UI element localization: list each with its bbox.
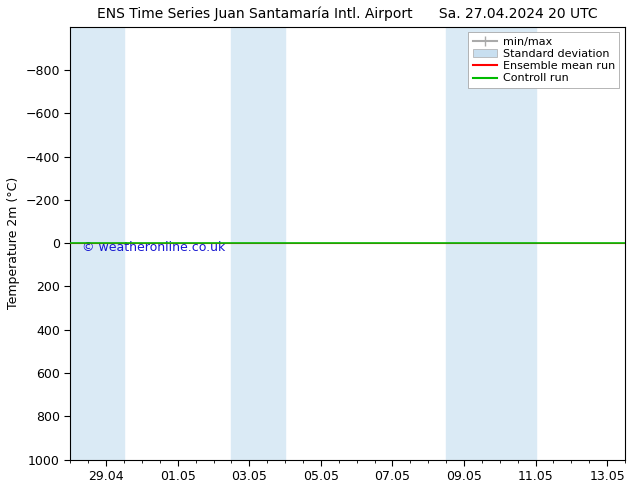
Text: © weatheronline.co.uk: © weatheronline.co.uk xyxy=(82,241,225,254)
Bar xyxy=(446,27,536,460)
Y-axis label: Temperature 2m (°C): Temperature 2m (°C) xyxy=(7,177,20,309)
Legend: min/max, Standard deviation, Ensemble mean run, Controll run: min/max, Standard deviation, Ensemble me… xyxy=(469,32,619,88)
Title: ENS Time Series Juan Santamaría Intl. Airport      Sa. 27.04.2024 20 UTC: ENS Time Series Juan Santamaría Intl. Ai… xyxy=(98,7,598,22)
Bar xyxy=(70,27,124,460)
Bar xyxy=(231,27,285,460)
